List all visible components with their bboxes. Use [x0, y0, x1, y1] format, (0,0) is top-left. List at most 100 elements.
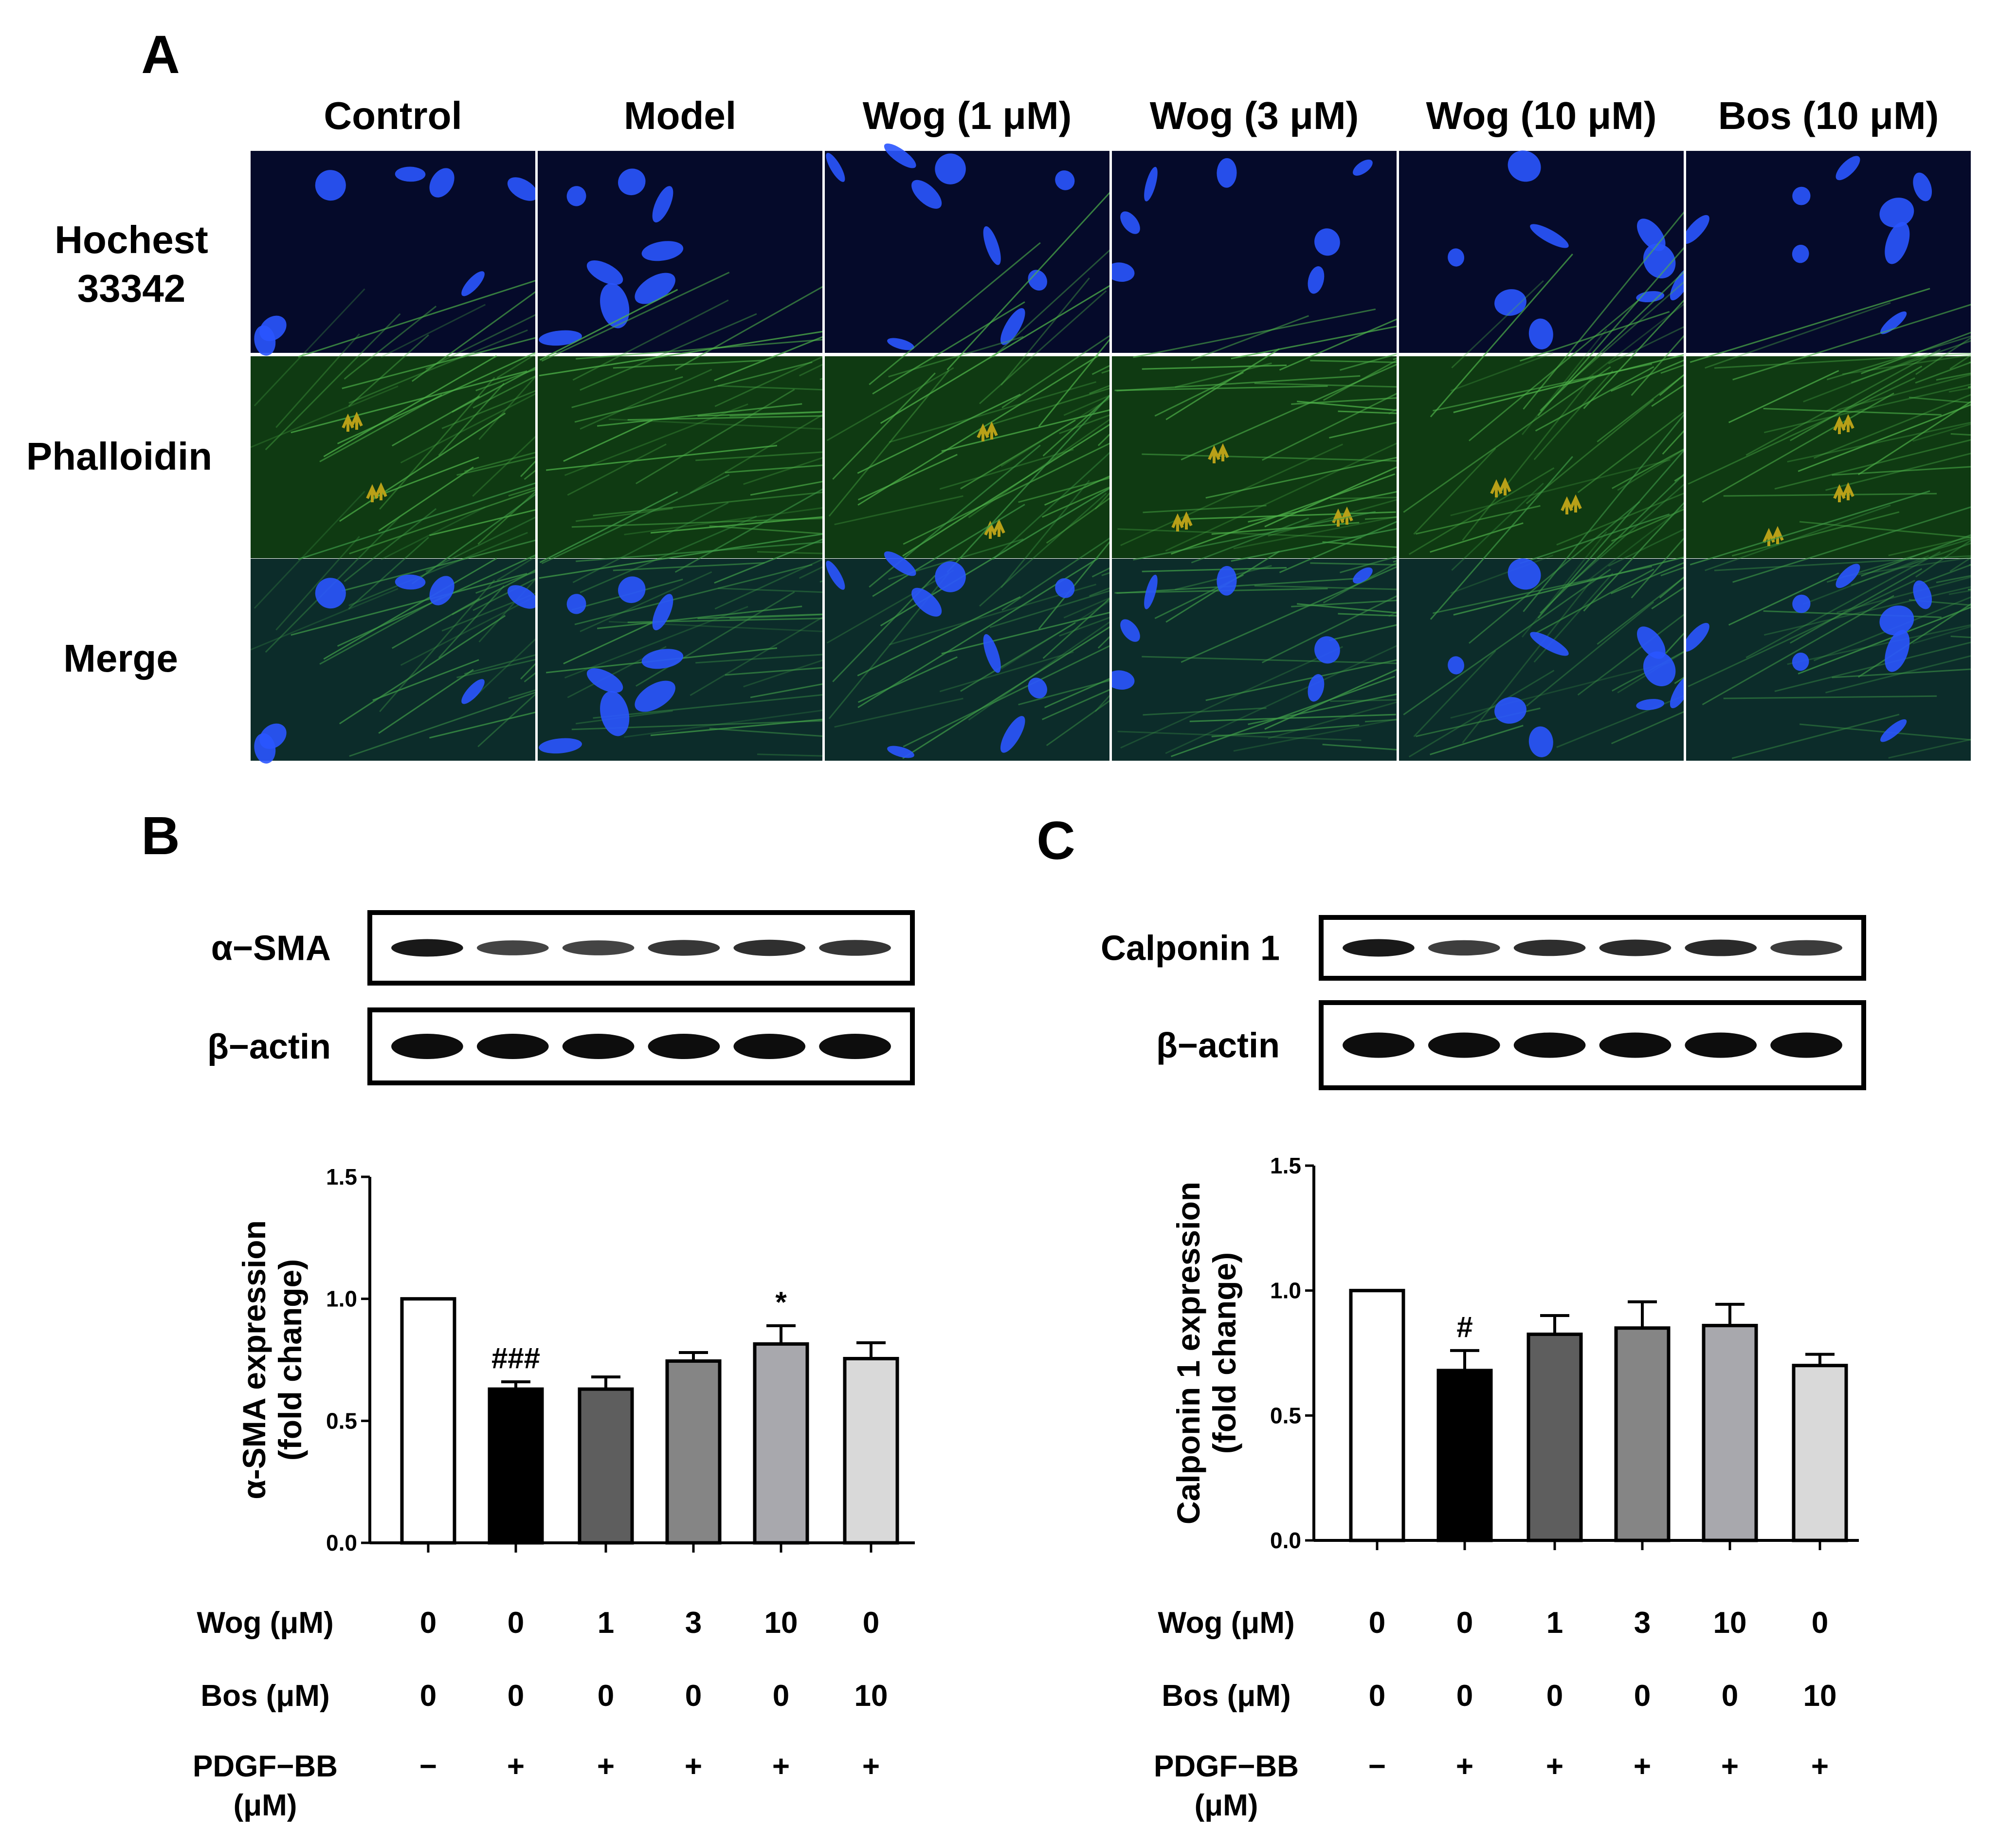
actin-fiber	[472, 638, 535, 699]
nucleus	[1144, 574, 1158, 609]
actin-fiber	[372, 457, 479, 499]
actin-fiber	[1133, 308, 1376, 358]
nucleus	[935, 153, 966, 184]
bar	[1527, 1333, 1583, 1542]
blot-band	[648, 1034, 720, 1059]
row-label: Phalloidin	[26, 435, 212, 478]
nucleus	[1885, 630, 1910, 672]
micrograph-background	[825, 356, 1109, 558]
micrograph-cell	[538, 151, 822, 353]
actin-fiber	[613, 562, 765, 571]
treatment-value: 3	[1634, 1606, 1651, 1640]
actin-fiber	[1714, 352, 1971, 369]
actin-fiber	[1170, 676, 1396, 757]
actin-fiber	[1254, 382, 1397, 388]
nucleus	[429, 168, 454, 198]
treatment-value: 0	[1369, 1679, 1385, 1713]
treatment-value: 0	[863, 1606, 879, 1640]
actin-fiber	[709, 525, 822, 534]
actin-fiber	[323, 557, 497, 660]
micrograph-cell	[1112, 151, 1397, 353]
actin-fiber	[1413, 650, 1496, 737]
actin-fiber	[275, 333, 360, 428]
nucleus	[1000, 308, 1025, 345]
actin-fiber	[1523, 211, 1684, 410]
nucleus	[1448, 248, 1465, 267]
micrograph-cell	[251, 151, 535, 356]
actin-fiber	[1535, 366, 1654, 432]
actin-fiber	[1133, 511, 1376, 561]
blot-label: β−actin	[207, 1027, 331, 1066]
actin-fiber	[960, 622, 1076, 692]
actin-fiber	[826, 569, 954, 644]
actin-fiber	[1888, 536, 1971, 556]
actin-fiber	[1723, 695, 1937, 699]
nucleus	[1028, 270, 1047, 291]
micrograph-cell	[825, 143, 1109, 353]
micrograph-cell	[825, 192, 1109, 558]
actin-fiber	[254, 491, 365, 609]
actin-fiber	[475, 571, 535, 594]
actin-fiber	[372, 659, 479, 701]
actin-fiber	[857, 454, 958, 501]
nucleus	[635, 273, 675, 304]
blot-band	[1599, 1032, 1672, 1058]
y-tick-label: 0.5	[1270, 1403, 1301, 1428]
arrow-marker	[375, 482, 387, 500]
micrograph-cell	[538, 272, 822, 558]
actin-fiber	[750, 683, 822, 698]
actin-fiber	[1611, 508, 1684, 542]
nucleus	[1528, 318, 1553, 349]
actin-fiber	[1526, 601, 1654, 707]
nucleus	[983, 226, 1001, 265]
actin-fiber	[576, 339, 822, 360]
actin-fiber	[1521, 531, 1607, 638]
actin-fiber	[348, 334, 429, 407]
micrograph-cell	[825, 394, 1109, 761]
actin-fiber	[757, 753, 822, 757]
actin-fiber	[1611, 711, 1684, 745]
nucleus	[600, 283, 630, 329]
actin-fiber	[400, 393, 535, 464]
actin-fiber	[349, 489, 535, 555]
actin-fiber	[1799, 521, 1971, 538]
y-tick-label: 1.5	[1270, 1153, 1301, 1178]
nucleus	[1913, 580, 1932, 609]
actin-fiber	[1191, 517, 1309, 564]
actin-fiber	[869, 242, 1041, 385]
panel-letter-b: B	[141, 806, 180, 866]
actin-fiber	[1731, 511, 1900, 557]
blot-band	[1770, 940, 1842, 956]
actin-fiber	[349, 692, 535, 757]
actin-fiber	[452, 366, 535, 413]
arrow-marker	[1217, 443, 1229, 461]
actin-fiber	[1728, 370, 1839, 423]
blot-band	[819, 940, 891, 956]
nucleus	[1494, 697, 1527, 724]
actin-fiber	[1826, 538, 1971, 583]
actin-fiber	[834, 697, 963, 728]
actin-fiber	[1408, 467, 1555, 555]
actin-fiber	[674, 286, 822, 370]
actin-fiber	[348, 531, 528, 606]
nucleus	[887, 746, 914, 758]
actin-fiber	[989, 387, 1109, 426]
actin-fiber	[1018, 477, 1109, 503]
actin-fiber	[580, 368, 712, 430]
actin-fiber	[1231, 528, 1397, 562]
actin-fiber	[1787, 624, 1971, 665]
actin-fiber	[1451, 280, 1544, 368]
actin-fiber	[1116, 375, 1361, 392]
actin-fiber	[1617, 449, 1684, 491]
actin-fiber	[1798, 404, 1971, 472]
actin-fiber	[298, 280, 535, 358]
actin-fiber	[1175, 362, 1272, 388]
actin-fiber	[750, 480, 822, 496]
actin-fiber	[1018, 679, 1109, 706]
actin-fiber	[1832, 668, 1971, 678]
blot-band	[476, 1034, 549, 1059]
arrow-marker	[985, 421, 998, 439]
blot-band	[1428, 1032, 1500, 1058]
actin-fiber	[1583, 502, 1684, 612]
